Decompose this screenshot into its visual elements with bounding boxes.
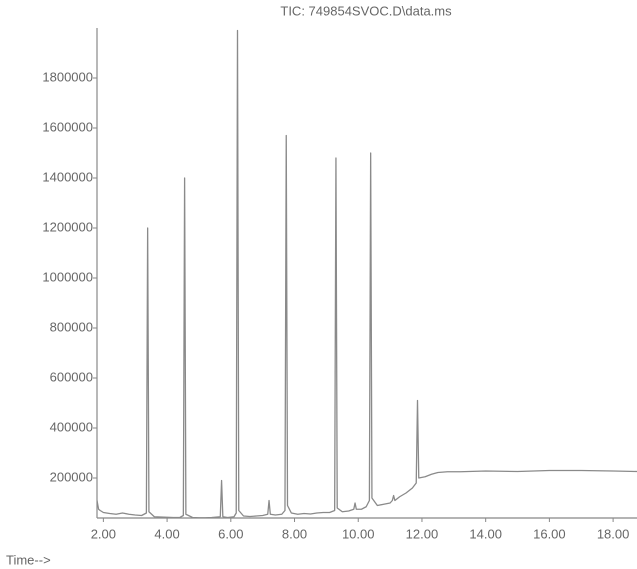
x-tick-label: 10.00	[342, 526, 375, 541]
x-tick-label: 18.00	[597, 526, 630, 541]
y-tick-label: 1200000	[42, 219, 93, 234]
y-tick-label: 400000	[50, 419, 93, 434]
y-tick-label: 800000	[50, 319, 93, 334]
x-tick-label: 2.00	[91, 526, 116, 541]
x-tick-label: 12.00	[406, 526, 439, 541]
x-tick-label: 8.00	[282, 526, 307, 541]
x-axis-label: Time-->	[6, 552, 51, 567]
y-tick-label: 600000	[50, 369, 93, 384]
x-tick-label: 4.00	[154, 526, 179, 541]
y-tick-label: 1400000	[42, 169, 93, 184]
trace-line	[97, 29, 637, 518]
x-tick-label: 14.00	[469, 526, 502, 541]
chart-title: TIC: 749854SVOC.D\data.ms	[280, 3, 452, 18]
y-tick-label: 1000000	[42, 269, 93, 284]
trace-group	[97, 29, 637, 518]
y-tick-label: 1800000	[42, 69, 93, 84]
x-tick-label: 6.00	[218, 526, 243, 541]
y-tick-label: 200000	[50, 469, 93, 484]
y-tick-label: 1600000	[42, 119, 93, 134]
x-tick-label: 16.00	[533, 526, 566, 541]
